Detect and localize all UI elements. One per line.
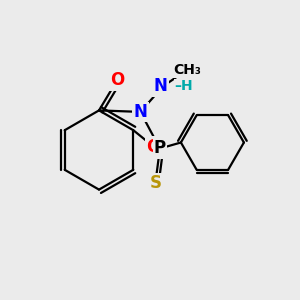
- Text: N: N: [134, 103, 147, 121]
- Text: N: N: [154, 77, 167, 95]
- Text: S: S: [149, 174, 161, 192]
- Text: P: P: [154, 140, 166, 158]
- Text: CH₃: CH₃: [173, 63, 201, 77]
- Text: O: O: [147, 138, 161, 156]
- Text: –H: –H: [174, 80, 193, 93]
- Text: O: O: [110, 71, 124, 89]
